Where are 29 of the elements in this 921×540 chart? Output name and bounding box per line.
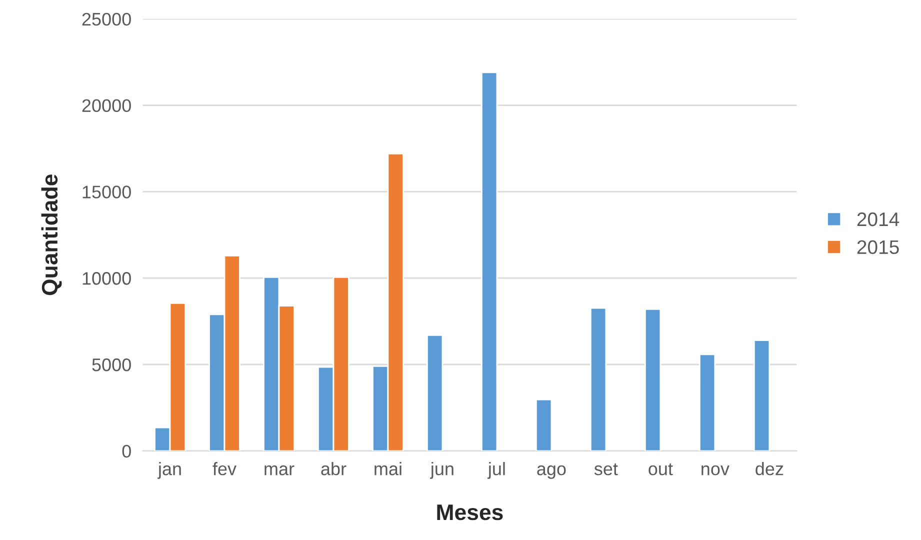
x-axis-title: Meses (437, 504, 503, 520)
y-tick-label: 5000 (92, 358, 131, 372)
bar (426, 334, 444, 451)
x-tick-label: fev (212, 462, 236, 476)
x-tick-label: dez (756, 462, 784, 476)
y-tick-label: 20000 (82, 99, 131, 112)
legend-label: 2014 (857, 212, 900, 226)
x-tick-label: mar (264, 465, 294, 476)
x-tick-label: nov (702, 465, 730, 476)
bar (481, 72, 498, 451)
y-tick-label: 0 (122, 444, 131, 458)
y-tick-label: 25000 (82, 12, 131, 26)
bar (698, 354, 716, 451)
x-tick-label: set (594, 463, 618, 476)
x-tick-label: abr (321, 462, 346, 476)
bar (644, 308, 662, 451)
y-tick-label: 10000 (82, 272, 131, 285)
x-tick-label: jul (487, 462, 505, 479)
bar (590, 307, 607, 451)
bar (535, 398, 552, 451)
bar (753, 340, 770, 451)
y-axis-title: Quantidade (41, 174, 62, 296)
legend-label: 2015 (857, 240, 899, 254)
x-tick-label: jan (158, 462, 181, 479)
x-tick-label: mai (374, 462, 402, 476)
x-tick-label: jun (430, 462, 454, 479)
x-tick-label: ago (537, 465, 566, 479)
y-tick-label: 15000 (82, 186, 131, 198)
x-tick-label: out (648, 463, 673, 476)
